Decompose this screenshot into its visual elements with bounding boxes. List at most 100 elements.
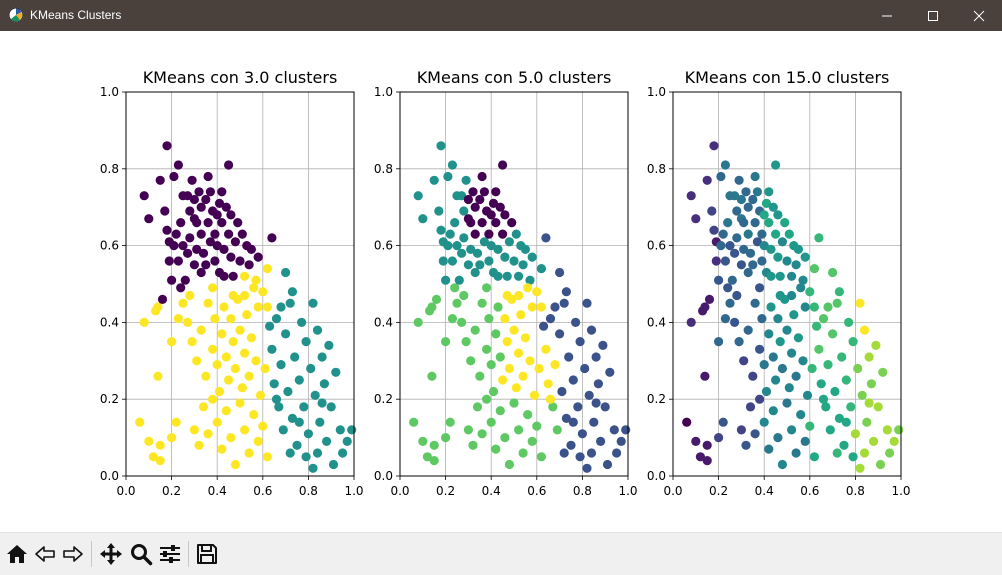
x-tick-label: 0.8 bbox=[846, 484, 865, 498]
data-point bbox=[800, 436, 810, 446]
data-point bbox=[176, 218, 186, 228]
data-point bbox=[561, 287, 572, 297]
data-point bbox=[493, 302, 503, 312]
data-point bbox=[262, 264, 272, 274]
data-point bbox=[809, 452, 820, 462]
data-point bbox=[171, 417, 181, 427]
x-tick-label: 0.6 bbox=[253, 484, 272, 498]
data-point bbox=[736, 425, 747, 435]
data-point bbox=[784, 229, 794, 239]
data-point bbox=[498, 375, 508, 385]
data-point bbox=[532, 287, 542, 297]
data-point bbox=[308, 463, 318, 473]
data-point bbox=[169, 241, 179, 251]
data-point bbox=[429, 440, 439, 450]
forward-button[interactable] bbox=[60, 541, 86, 567]
data-point bbox=[493, 244, 503, 254]
data-point bbox=[201, 194, 211, 205]
data-point bbox=[246, 244, 256, 254]
data-point bbox=[589, 417, 599, 427]
data-point bbox=[244, 448, 254, 458]
data-point bbox=[509, 398, 519, 408]
toolbar-separator bbox=[91, 541, 92, 567]
data-point bbox=[221, 352, 231, 362]
figure-canvas[interactable]: KMeans con 3.0 clusters 0.0 0.2 0.4 0.6 0.8 1.… bbox=[0, 31, 1002, 530]
data-point bbox=[491, 187, 501, 197]
y-tick-label: 0.2 bbox=[100, 392, 119, 406]
data-point bbox=[850, 429, 861, 439]
back-button[interactable] bbox=[32, 541, 58, 567]
data-point bbox=[591, 352, 601, 362]
data-point bbox=[287, 413, 297, 423]
data-point bbox=[183, 317, 193, 327]
data-point bbox=[201, 260, 211, 270]
data-point bbox=[301, 337, 311, 347]
data-point bbox=[545, 314, 556, 324]
data-point bbox=[791, 260, 801, 270]
data-point bbox=[185, 290, 195, 301]
data-point bbox=[281, 329, 291, 339]
data-point bbox=[830, 386, 840, 397]
data-point bbox=[832, 448, 842, 458]
data-point bbox=[233, 218, 243, 228]
data-point bbox=[328, 459, 339, 470]
data-point bbox=[745, 248, 756, 258]
plots-svg: KMeans con 3.0 clusters 0.0 0.2 0.4 0.6 0.8 1.… bbox=[100, 68, 911, 498]
data-point bbox=[557, 386, 567, 397]
data-point bbox=[198, 402, 209, 412]
data-point bbox=[441, 275, 451, 285]
data-point bbox=[855, 298, 865, 308]
data-point bbox=[301, 452, 311, 462]
data-point bbox=[210, 256, 220, 266]
data-point bbox=[525, 275, 535, 285]
data-point bbox=[691, 436, 701, 446]
data-point bbox=[866, 379, 877, 389]
data-point bbox=[848, 452, 858, 462]
configure-subplots-button[interactable] bbox=[157, 541, 183, 567]
data-point bbox=[488, 198, 499, 208]
data-point bbox=[559, 448, 569, 458]
data-point bbox=[457, 248, 467, 258]
data-point bbox=[759, 417, 769, 427]
data-point bbox=[871, 340, 881, 350]
data-point bbox=[290, 352, 300, 362]
y-tick-label: 1.0 bbox=[374, 85, 393, 99]
data-point bbox=[189, 194, 199, 205]
data-point bbox=[591, 398, 601, 408]
data-point bbox=[445, 229, 455, 239]
data-point bbox=[155, 456, 165, 466]
data-point bbox=[686, 317, 696, 327]
data-point bbox=[173, 160, 183, 170]
zoom-button[interactable] bbox=[128, 541, 154, 567]
data-point bbox=[714, 275, 724, 285]
save-button[interactable] bbox=[194, 541, 220, 567]
data-point bbox=[470, 267, 480, 278]
pan-button[interactable] bbox=[98, 541, 124, 567]
maximize-button[interactable] bbox=[910, 0, 956, 31]
data-point bbox=[486, 360, 496, 370]
data-point bbox=[240, 271, 250, 281]
data-point bbox=[192, 244, 202, 254]
data-point bbox=[249, 410, 259, 420]
x-tick-label: 0.0 bbox=[116, 484, 135, 498]
data-point bbox=[457, 317, 467, 327]
data-point bbox=[759, 241, 769, 251]
data-point bbox=[240, 348, 250, 358]
data-point bbox=[716, 171, 726, 182]
data-point bbox=[825, 425, 835, 435]
minimize-button[interactable] bbox=[864, 0, 910, 31]
close-button[interactable] bbox=[956, 0, 1002, 31]
data-point bbox=[814, 233, 824, 243]
data-point bbox=[518, 371, 528, 381]
data-point bbox=[566, 440, 576, 450]
data-point bbox=[450, 283, 460, 293]
data-point bbox=[545, 394, 556, 404]
data-point bbox=[518, 260, 528, 270]
data-point bbox=[743, 229, 753, 239]
home-button[interactable] bbox=[4, 541, 30, 567]
data-point bbox=[310, 390, 320, 400]
data-point bbox=[482, 344, 492, 354]
data-point bbox=[262, 302, 272, 312]
data-point bbox=[875, 459, 886, 470]
y-tick-label: 0.4 bbox=[100, 315, 119, 329]
